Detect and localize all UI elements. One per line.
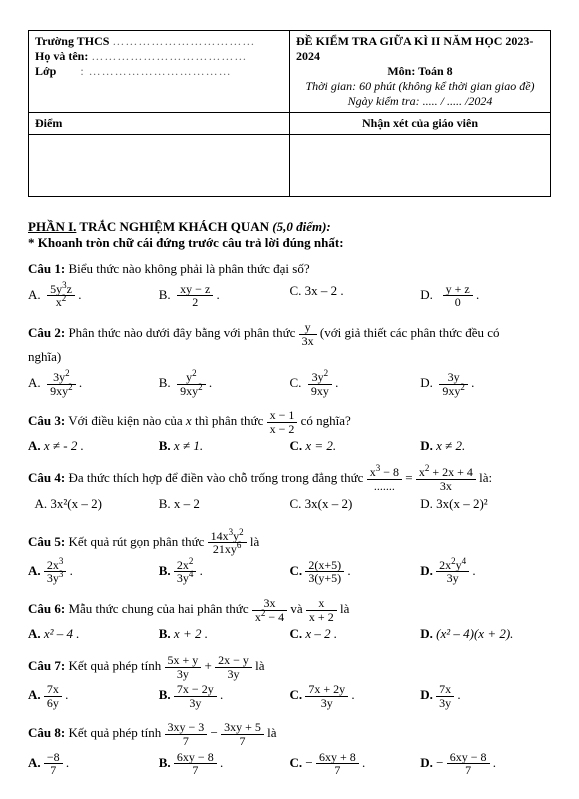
question-2: Câu 2: Phân thức nào dưới đây bằng với p…	[28, 321, 551, 368]
opt-b: B. 7x − 2y3y .	[159, 683, 290, 709]
q-text: Phân thức nào dưới đây bằng với phân thứ…	[65, 325, 298, 340]
exam-page: Trường THCS …………………………… Họ và tên: ………………	[0, 0, 579, 799]
opt-d: D. x ≠ 2.	[420, 438, 551, 454]
opt-d: D. 7x3y .	[420, 683, 551, 709]
opt-a: A. x² – 4 .	[28, 626, 159, 642]
q-label: Câu 3:	[28, 413, 65, 428]
q-tail: là	[267, 726, 276, 741]
comment-label-cell: Nhận xét của giáo viên	[290, 113, 551, 135]
name-label: Họ và tên:	[35, 49, 88, 63]
q-label: Câu 5:	[28, 534, 65, 549]
exam-time: Thời gian: 60 phút (không kể thời gian g…	[296, 79, 544, 94]
q-text-2: (với giả thiết các phân thức đều có	[320, 325, 500, 340]
school-cell: Trường THCS …………………………… Họ và tên: ………………	[29, 31, 290, 113]
class-label: Lớp	[35, 64, 56, 78]
section-text: TRẮC NGHIỆM KHÁCH QUAN	[76, 219, 272, 234]
q-text: Biểu thức nào không phải là phân thức đạ…	[65, 261, 309, 276]
opt-a: A. 3x²(x – 2)	[28, 496, 159, 512]
q-label: Câu 4:	[28, 470, 65, 485]
opt-d: D. (x² – 4)(x + 2).	[420, 626, 551, 642]
q-text: Mẫu thức chung của hai phân thức	[65, 601, 252, 616]
q-and: và	[290, 601, 306, 616]
opt-b: B. xy − z2 .	[159, 283, 290, 309]
opt-d: D. y + z0 .	[420, 283, 551, 309]
question-7: Câu 7: Kết quả phép tính 5x + y3y + 2x −…	[28, 654, 551, 680]
dots: ………………………………	[91, 49, 247, 63]
opt-b: B. 2x23y4 .	[159, 559, 290, 585]
opt-c: C. 2(x+5)3(y+5) .	[290, 559, 421, 585]
q6-options: A. x² – 4 . B. x + 2 . C. x – 2 . D. (x²…	[28, 626, 551, 642]
q8-options: A. −87 . B. 6xy − 87 . C. − 6xy + 87 . D…	[28, 751, 551, 777]
q5-options: A. 2x33y3 . B. 2x23y4 . C. 2(x+5)3(y+5) …	[28, 559, 551, 585]
q3-options: A. x ≠ - 2 . B. x ≠ 1. C. x = 2. D. x ≠ …	[28, 438, 551, 454]
header-table: Trường THCS …………………………… Họ và tên: ………………	[28, 30, 551, 197]
opt-d: D. 2x2y43y .	[420, 559, 551, 585]
q-text-3: nghĩa)	[28, 349, 61, 364]
question-6: Câu 6: Mẫu thức chung của hai phân thức …	[28, 597, 551, 623]
q-label: Câu 2:	[28, 325, 65, 340]
q-label: Câu 8:	[28, 726, 65, 741]
q-tail: là	[255, 658, 264, 673]
exam-subject: Môn: Toán 8	[296, 64, 544, 79]
opt-a: A. 2x33y3 .	[28, 559, 159, 585]
q-tail: là	[340, 601, 349, 616]
q-text-3: có nghĩa?	[301, 413, 351, 428]
q-text: Đa thức thích hợp để điền vào chỗ trống …	[65, 470, 366, 485]
section-label: PHẦN I.	[28, 219, 76, 234]
section-1-title: PHẦN I. TRẮC NGHIỆM KHÁCH QUAN (5,0 điểm…	[28, 219, 551, 235]
dots: ……………………………	[112, 34, 255, 48]
opt-b: B. y29xy2 .	[159, 371, 290, 397]
q-label: Câu 6:	[28, 601, 65, 616]
opt-b: B. x + 2 .	[159, 626, 290, 642]
opt-b: B. 6xy − 87 .	[159, 751, 290, 777]
comment-label: Nhận xét của giáo viên	[362, 116, 478, 130]
section-points: (5,0 điểm):	[272, 219, 330, 234]
exam-title: ĐỀ KIỂM TRA GIỮA KÌ II NĂM HỌC 2023-2024	[296, 34, 544, 64]
q-tail: là:	[479, 470, 492, 485]
opt-a: A. 5y3zx2 .	[28, 283, 159, 309]
opt-b: B. x – 2	[159, 496, 290, 512]
q-label: Câu 7:	[28, 658, 65, 673]
q-text: Với điều kiện nào của	[65, 413, 186, 428]
opt-a: A. 7x6y .	[28, 683, 159, 709]
opt-d: D. 3y9xy2 .	[420, 371, 551, 397]
question-5: Câu 5: Kết quả rút gọn phân thức 14x3y22…	[28, 530, 551, 556]
section-instruction: * Khoanh tròn chữ cái đứng trước câu trả…	[28, 235, 551, 251]
opt-d: D. − 6xy − 87 .	[420, 751, 551, 777]
question-8: Câu 8: Kết quả phép tính 3xy − 37 − 3xy …	[28, 721, 551, 747]
question-1: Câu 1: Biểu thức nào không phải là phân …	[28, 259, 551, 280]
q-text: Kết quả phép tính	[65, 726, 164, 741]
comment-box	[290, 135, 551, 197]
q4-options: A. 3x²(x – 2) B. x – 2 C. 3x(x – 2) D. 3…	[28, 496, 551, 512]
score-label-cell: Điểm	[29, 113, 290, 135]
question-4: Câu 4: Đa thức thích hợp để điền vào chỗ…	[28, 466, 551, 492]
q2-options: A. 3y29xy2 . B. y29xy2 . C. 3y29xy . D. …	[28, 371, 551, 397]
score-box	[29, 135, 290, 197]
q-label: Câu 1:	[28, 261, 65, 276]
opt-a: A. x ≠ - 2 .	[28, 438, 159, 454]
score-label: Điểm	[35, 116, 62, 130]
opt-b: B. x ≠ 1.	[159, 438, 290, 454]
opt-a: A. 3y29xy2 .	[28, 371, 159, 397]
opt-d: D. 3x(x – 2)²	[420, 496, 551, 512]
opt-c: C. 7x + 2y3y .	[290, 683, 421, 709]
q-text-2: thì phân thức	[192, 413, 267, 428]
title-cell: ĐỀ KIỂM TRA GIỮA KÌ II NĂM HỌC 2023-2024…	[290, 31, 551, 113]
dots: : ……………………………	[80, 64, 231, 78]
opt-a: A. −87 .	[28, 751, 159, 777]
exam-date: Ngày kiểm tra: ..... / ..... /2024	[296, 94, 544, 109]
q7-options: A. 7x6y . B. 7x − 2y3y . C. 7x + 2y3y . …	[28, 683, 551, 709]
opt-c: C. x – 2 .	[290, 626, 421, 642]
opt-c: C. x = 2.	[290, 438, 421, 454]
opt-c: C. 3x – 2 .	[290, 283, 421, 309]
opt-c: C. 3y29xy .	[290, 371, 421, 397]
q1-options: A. 5y3zx2 . B. xy − z2 . C. 3x – 2 . D. …	[28, 283, 551, 309]
q-text: Kết quả phép tính	[65, 658, 164, 673]
opt-c: C. 3x(x – 2)	[290, 496, 421, 512]
school-label: Trường THCS	[35, 34, 109, 48]
q-tail: là	[250, 534, 259, 549]
q-text: Kết quả rút gọn phân thức	[65, 534, 207, 549]
opt-c: C. − 6xy + 87 .	[290, 751, 421, 777]
question-3: Câu 3: Với điều kiện nào của x thì phân …	[28, 409, 551, 435]
